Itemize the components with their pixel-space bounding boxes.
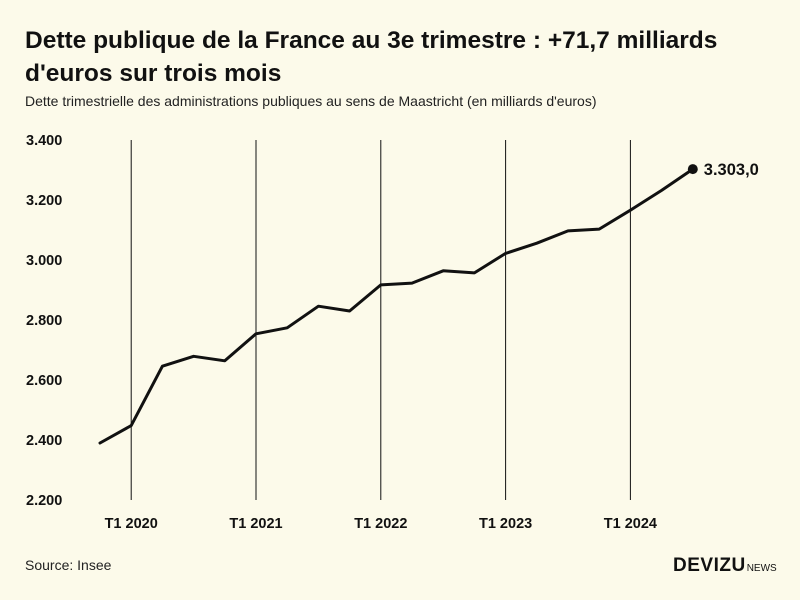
- y-tick-label: 2.800: [26, 313, 62, 329]
- end-value-label: 3.303,0: [704, 161, 759, 179]
- brand-main: DEVIZU: [673, 555, 746, 576]
- source-note: Source: Insee: [25, 557, 112, 573]
- y-axis: 2.200 2.400 2.600 2.800 3.000 3.200 3.400: [26, 133, 62, 509]
- series-line: [98, 167, 695, 445]
- x-tick-label: T1 2022: [354, 516, 407, 532]
- y-tick-label: 2.200: [26, 493, 62, 509]
- plot-area: 3.303,0: [98, 161, 759, 445]
- x-tick-label: T1 2020: [105, 516, 158, 532]
- chart-subtitle: Dette trimestrielle des administrations …: [25, 93, 597, 109]
- brand-logo: DEVIZUNEWS: [673, 555, 777, 577]
- x-tick-label: T1 2024: [604, 516, 657, 532]
- y-tick-label: 2.400: [26, 433, 62, 449]
- x-tick-label: T1 2021: [229, 516, 282, 532]
- y-tick-label: 3.000: [26, 253, 62, 269]
- end-point: [687, 164, 698, 175]
- x-tick-label: T1 2023: [479, 516, 532, 532]
- brand-sub: NEWS: [746, 563, 777, 574]
- chart-title: Dette publique de la France au 3e trimes…: [25, 27, 718, 87]
- x-axis: T1 2020 T1 2021 T1 2022 T1 2023 T1 2024: [105, 516, 657, 532]
- y-tick-label: 3.200: [26, 193, 62, 209]
- y-tick-label: 3.400: [26, 133, 62, 149]
- y-tick-label: 2.600: [26, 373, 62, 389]
- grid-lines: [130, 140, 631, 500]
